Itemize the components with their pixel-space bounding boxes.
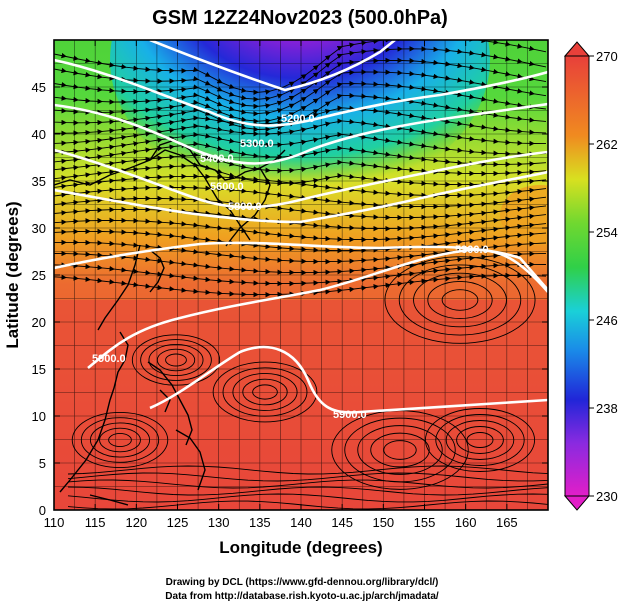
y-tick-label: 0 [39, 503, 46, 518]
contour-5600 [54, 148, 548, 209]
y-tick-label: 15 [32, 362, 46, 377]
streamline-vortex [148, 343, 204, 377]
x-tick-label: 155 [414, 515, 436, 530]
y-axis-label: Latitude (degrees) [3, 201, 22, 348]
contour-5900-north [87, 248, 548, 370]
x-tick-label: 120 [125, 515, 147, 530]
y-axis: 0 5 10 15 20 25 30 35 40 45 [32, 80, 548, 518]
credit-data: Data from http://database.rish.kyoto-u.a… [165, 591, 439, 602]
streamline-vortex [435, 414, 525, 466]
colorbar-tick-label: 262 [596, 137, 618, 152]
streamlines [54, 40, 548, 510]
contour-5900-south [149, 345, 548, 414]
streamline-vortex [99, 427, 141, 453]
streamline-vortex [232, 373, 298, 411]
y-tick-label: 30 [32, 221, 46, 236]
x-tick-label: 140 [290, 515, 312, 530]
streamline [67, 479, 548, 489]
contour-label: 5600.0 [210, 181, 244, 193]
contour-5200 [149, 40, 396, 92]
colorbar-tick-label: 230 [596, 489, 618, 504]
streamline-vortex [108, 432, 132, 448]
contour-5800-upper [54, 170, 548, 224]
colorbar-ticks: 230 238 246 254 262 270 [589, 49, 618, 504]
contour-labels: 5200.0 5300.0 5400.0 5600.0 5800.0 5300.… [92, 113, 489, 421]
x-tick-label: 110 [44, 515, 65, 530]
contour-label: 5300.0 [240, 138, 274, 150]
streamline-vortex [466, 432, 494, 448]
streamline-vortex [383, 440, 417, 460]
contour-5400 [54, 102, 548, 165]
x-axis-label: Longitude (degrees) [219, 538, 382, 557]
plot-area: 5200.0 5300.0 5400.0 5600.0 5800.0 5300.… [54, 40, 548, 510]
colorbar-tick-label: 238 [596, 401, 618, 416]
y-tick-label: 45 [32, 80, 46, 95]
contour-label: 5900.0 [92, 353, 126, 365]
colorbar-tick-label: 254 [596, 225, 618, 240]
contour-5300 [54, 58, 548, 127]
colorbar-bar [564, 55, 590, 497]
contour-label: 5400.0 [200, 153, 234, 165]
streamline-vortex [427, 280, 493, 320]
y-tick-label: 40 [32, 127, 46, 142]
streamline [67, 493, 548, 503]
y-tick-label: 35 [32, 174, 46, 189]
x-tick-label: 165 [496, 515, 518, 530]
contour-label: 5300.0 [455, 244, 489, 256]
contour-5800 [54, 241, 548, 291]
streamline-vortex [212, 361, 318, 423]
streamline-vortex [413, 272, 507, 328]
contour-label: 5200.0 [281, 113, 315, 125]
contour-label: 5800.0 [228, 201, 262, 213]
x-tick-label: 160 [455, 515, 477, 530]
streamline-vortex [370, 432, 430, 468]
y-tick-label: 20 [32, 315, 46, 330]
streamline-vortex [441, 289, 479, 311]
grid-lines [54, 40, 548, 510]
x-tick-label: 125 [167, 515, 189, 530]
streamline-vortex [398, 264, 522, 336]
x-tick-label: 145 [331, 515, 353, 530]
y-tick-label: 10 [32, 409, 46, 424]
streamline-vortex [71, 411, 169, 469]
streamline [67, 500, 548, 510]
colorbar-top-arrow [563, 41, 591, 57]
streamline [67, 472, 548, 482]
x-tick-label: 135 [249, 515, 271, 530]
y-tick-label: 25 [32, 268, 46, 283]
streamline-vortex [156, 348, 196, 372]
x-tick-label: 115 [85, 515, 106, 530]
colorbar-tick-label: 246 [596, 313, 618, 328]
y-tick-label: 5 [39, 456, 46, 471]
streamline-vortex [131, 334, 221, 386]
streamline-vortex [165, 353, 187, 367]
chart-title: GSM 12Z24Nov2023 (500.0hPa) [152, 7, 448, 29]
credit-drawing: Drawing by DCL (https://www.gfd-dennou.o… [166, 577, 439, 588]
x-tick-label: 150 [372, 515, 394, 530]
x-axis: 110 115 120 125 130 135 140 145 150 155 160 165 [44, 40, 518, 530]
streamline-vortex [357, 425, 443, 475]
colorbar: 230 238 246 254 262 270 [563, 41, 618, 511]
streamline-vortex [80, 417, 160, 463]
streamline-vortex [89, 422, 151, 458]
streamline-vortex [140, 339, 212, 381]
streamline [67, 486, 548, 496]
streamline-vortex [252, 384, 278, 400]
streamline-vortex [424, 408, 536, 472]
colorbar-tick-label: 270 [596, 49, 618, 64]
streamline [67, 465, 548, 475]
height-contours [54, 40, 548, 414]
streamline-vortex [445, 420, 515, 460]
contour-label: 5900.0 [333, 409, 367, 421]
colorbar-bottom-arrow [563, 495, 591, 511]
streamline-vortex [242, 378, 288, 406]
x-tick-label: 130 [208, 515, 230, 530]
streamline-vortex [456, 426, 504, 454]
streamline-vortex [384, 256, 536, 344]
